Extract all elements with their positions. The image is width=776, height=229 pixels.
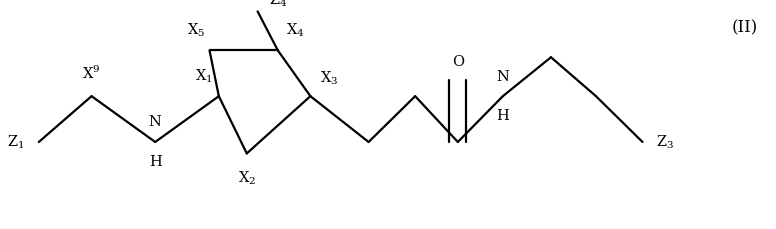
Text: N: N — [497, 70, 509, 84]
Text: N: N — [149, 115, 161, 129]
Text: Z$_4$: Z$_4$ — [269, 0, 288, 9]
Text: O: O — [452, 55, 464, 69]
Text: X$_4$: X$_4$ — [286, 22, 304, 39]
Text: H: H — [149, 155, 161, 169]
Text: X$_5$: X$_5$ — [187, 22, 206, 39]
Text: Z$_3$: Z$_3$ — [656, 133, 674, 151]
Text: X$_3$: X$_3$ — [320, 70, 339, 87]
Text: X$^9$: X$^9$ — [82, 65, 101, 82]
Text: (II): (II) — [732, 19, 758, 36]
Text: X$_1$: X$_1$ — [195, 67, 213, 85]
Text: H: H — [497, 109, 509, 123]
Text: X$_2$: X$_2$ — [237, 169, 256, 187]
Text: Z$_1$: Z$_1$ — [8, 133, 25, 151]
